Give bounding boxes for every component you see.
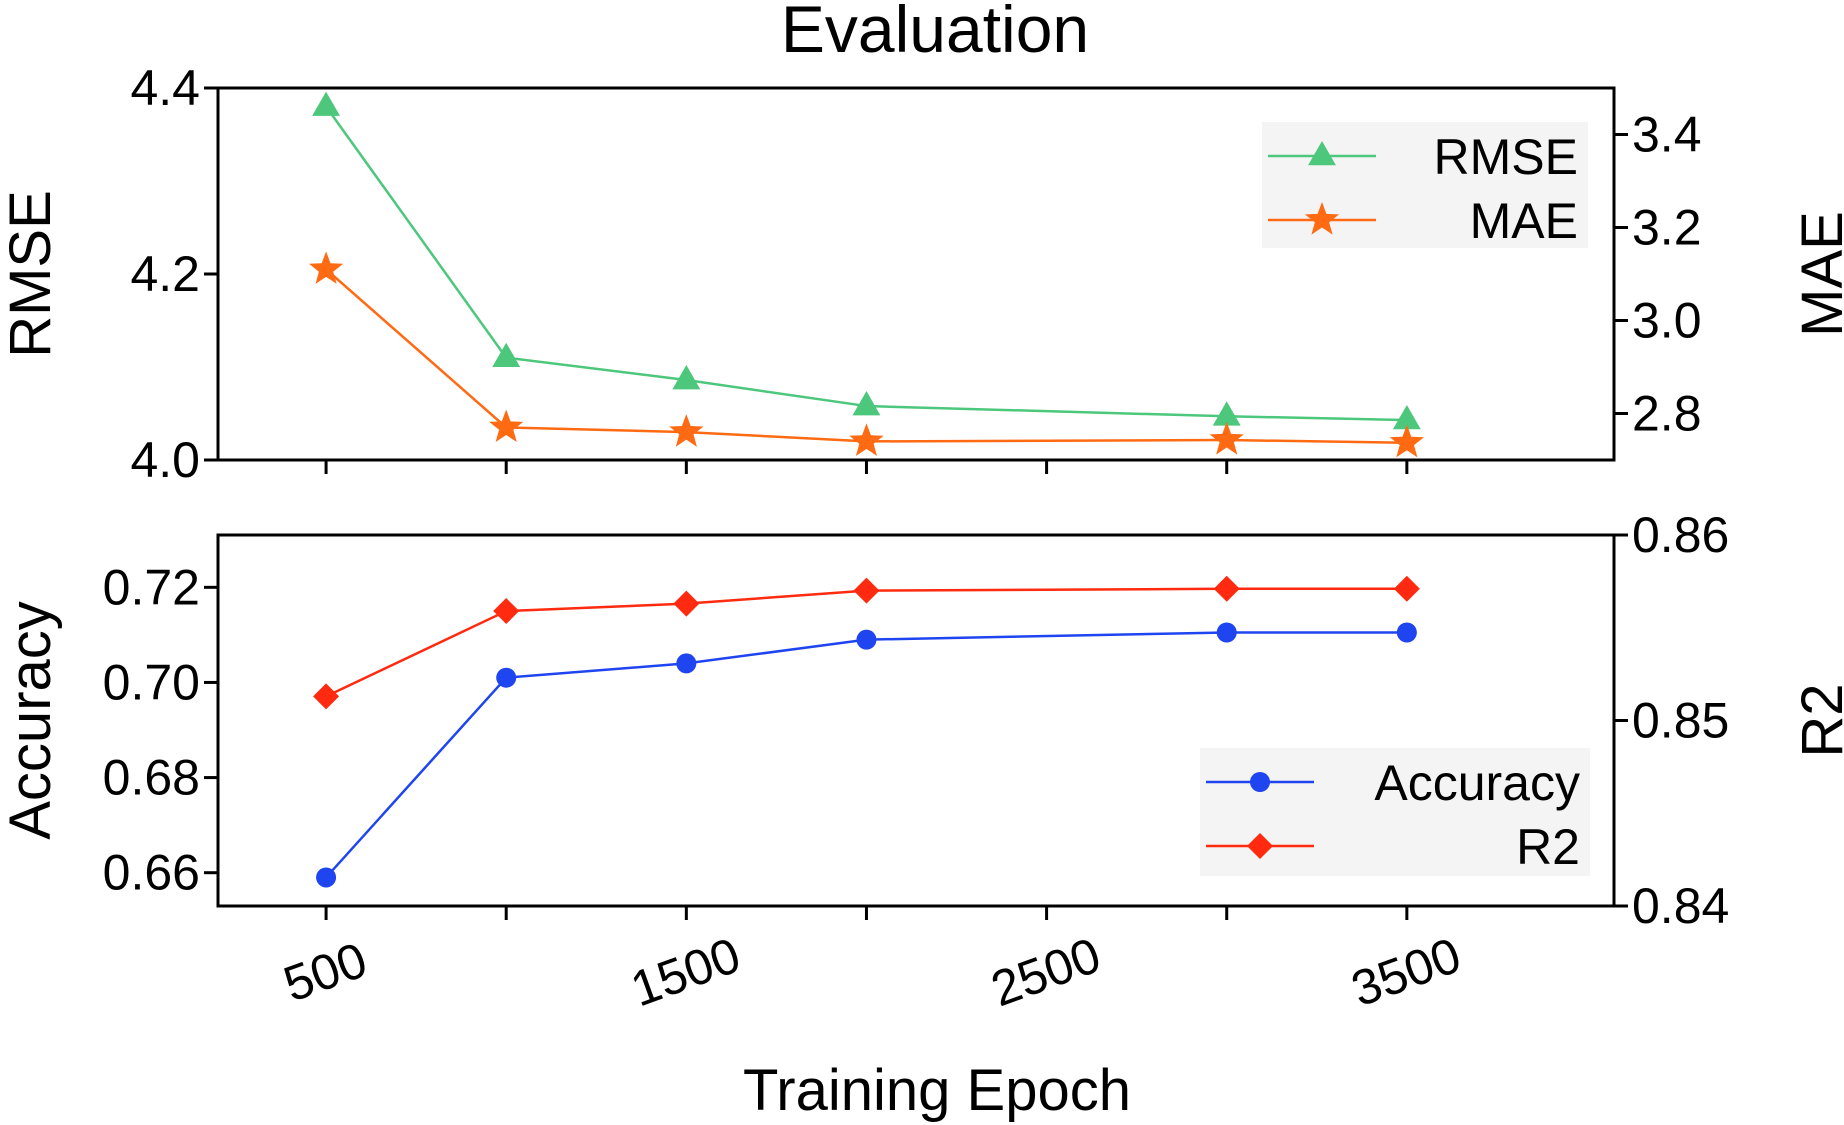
right-axis-label: R2 — [1790, 683, 1844, 757]
series-r2 — [313, 575, 1420, 710]
data-point — [1392, 405, 1421, 430]
legend-marker — [1250, 772, 1270, 792]
right-tick-label: 0.86 — [1632, 507, 1729, 563]
left-tick-label: 0.68 — [103, 750, 200, 806]
data-point — [309, 251, 344, 284]
data-point — [1393, 575, 1420, 602]
data-point — [313, 683, 340, 710]
legend-label: RMSE — [1434, 129, 1578, 185]
legend-label: Accuracy — [1374, 755, 1580, 811]
x-axis-label: Training Epoch — [743, 1058, 1131, 1123]
legend-background — [1200, 748, 1590, 876]
left-tick-label: 4.0 — [130, 432, 200, 488]
data-point — [672, 365, 701, 390]
series-line — [325, 631, 1407, 879]
panel-1: 4.0 4.2 4.4 2.8 3.0 3.2 3.4 RMSE MAE RMSE MAE — [0, 60, 1844, 488]
legend-label: R2 — [1516, 819, 1580, 875]
right-tick-label: 3.0 — [1632, 293, 1702, 349]
data-point — [493, 598, 520, 625]
data-point — [1216, 622, 1237, 643]
data-point — [1212, 401, 1241, 426]
data-point — [1209, 422, 1244, 455]
legend-marker — [1308, 141, 1336, 166]
data-point — [669, 414, 704, 447]
x-tick-label: 500 — [276, 931, 374, 1012]
x-tick-label: 3500 — [1344, 927, 1468, 1018]
series-rmse — [312, 91, 1421, 430]
series-accuracy — [316, 622, 1417, 888]
chart-title: Evaluation — [781, 0, 1089, 66]
data-point — [853, 577, 880, 604]
right-tick-label: 3.2 — [1632, 200, 1702, 256]
right-tick-label: 2.8 — [1632, 386, 1702, 442]
left-tick-label: 4.4 — [130, 60, 200, 116]
data-point — [1389, 424, 1424, 458]
panels: 4.0 4.2 4.4 2.8 3.0 3.2 3.4 RMSE MAE RMSE MAE 0.66 0… — [0, 60, 1844, 1017]
data-point — [852, 391, 881, 416]
left-axis-label: Accuracy — [0, 601, 63, 840]
x-tick-label: 2500 — [984, 927, 1108, 1018]
left-axis-label: RMSE — [0, 190, 63, 358]
legend-marker — [1304, 202, 1340, 235]
left-tick-label: 4.2 — [130, 246, 200, 302]
right-tick-label: 0.85 — [1632, 693, 1729, 749]
legend: Accuracy R2 — [1200, 748, 1590, 876]
data-point — [676, 653, 697, 674]
legend-label: MAE — [1470, 193, 1578, 249]
series-mae — [309, 251, 1424, 458]
series-line — [325, 587, 1407, 698]
series-line — [325, 268, 1407, 445]
data-point — [489, 409, 524, 442]
data-point — [496, 667, 517, 688]
data-point — [673, 590, 700, 617]
left-tick-label: 0.70 — [103, 654, 200, 710]
data-point — [492, 342, 521, 367]
left-tick-label: 0.72 — [103, 559, 200, 615]
series-line — [325, 105, 1407, 422]
x-tick-label: 1500 — [624, 927, 748, 1018]
data-point — [316, 867, 337, 888]
right-tick-label: 3.4 — [1632, 107, 1702, 163]
data-point — [856, 629, 877, 650]
left-tick-label: 0.66 — [103, 845, 200, 901]
data-point — [312, 91, 341, 116]
right-tick-label: 0.84 — [1632, 878, 1729, 934]
data-point — [1213, 575, 1240, 602]
data-point — [1396, 622, 1417, 643]
legend: RMSE MAE — [1262, 122, 1588, 249]
legend-marker — [1247, 833, 1273, 859]
data-point — [849, 423, 884, 456]
right-axis-label: MAE — [1790, 211, 1844, 337]
